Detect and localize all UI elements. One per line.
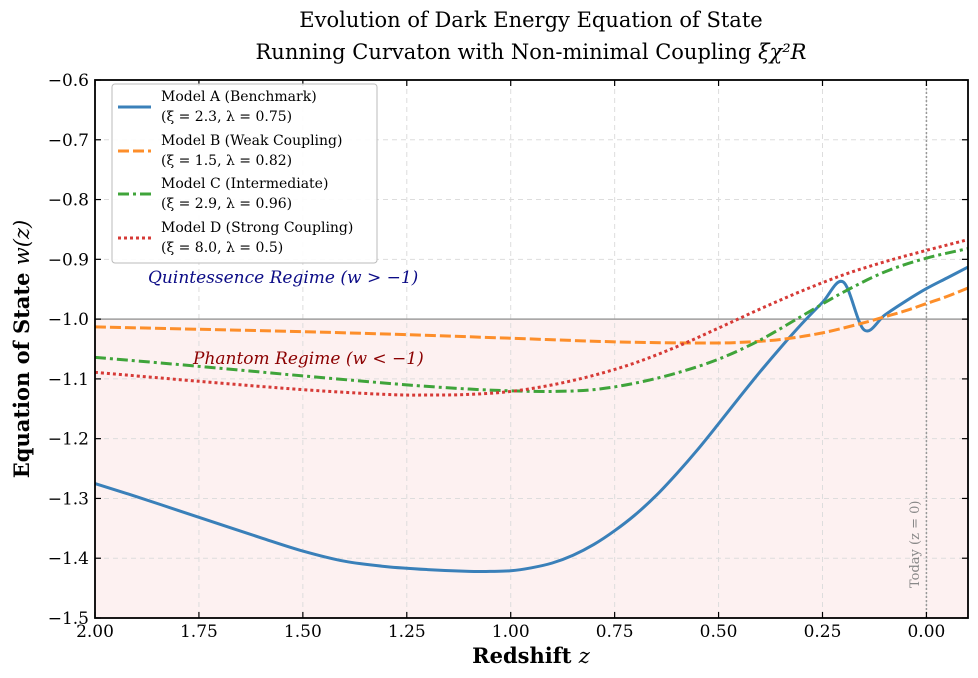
legend-params-model-a: (ξ = 2.3, λ = 0.75) bbox=[161, 109, 292, 125]
x-tick-label: 0.75 bbox=[596, 622, 634, 642]
reference-lines bbox=[95, 80, 968, 618]
y-axis-label: Equation of State w(z) bbox=[9, 220, 34, 478]
legend-params-model-d: (ξ = 8.0, λ = 0.5) bbox=[161, 240, 283, 256]
plot-frame bbox=[94, 79, 969, 619]
series-model-a bbox=[95, 265, 968, 574]
x-tick-label: 0.25 bbox=[804, 622, 842, 642]
series-model-c bbox=[95, 247, 968, 393]
x-tick-label: 1.00 bbox=[492, 622, 530, 642]
y-tick-label: −0.7 bbox=[48, 131, 89, 151]
axes: 2.00 1.75 1.50 1.25 1.00 0.75 0.50 0.25 0.00 −0.6… bbox=[48, 71, 969, 642]
y-tick-label: −1.3 bbox=[48, 489, 89, 509]
x-tick-label: 1.25 bbox=[388, 622, 426, 642]
legend-label-model-a: Model A (Benchmark) bbox=[161, 89, 317, 105]
chart-subtitle: Running Curvaton with Non-minimal Coupli… bbox=[256, 40, 807, 64]
phantom-annotation: Phantom Regime (w < −1) bbox=[192, 349, 424, 369]
y-tick-label: −1.4 bbox=[48, 549, 89, 569]
y-tick-label: −0.6 bbox=[48, 71, 89, 91]
x-tick-label: 1.50 bbox=[284, 622, 322, 642]
x-axis-label: Redshift z bbox=[472, 643, 591, 668]
series-model-b bbox=[95, 286, 968, 345]
legend-label-model-c: Model C (Intermediate) bbox=[161, 176, 328, 192]
y-tick-label: −1.5 bbox=[48, 609, 89, 629]
x-tick-label: 1.75 bbox=[180, 622, 218, 642]
today-annotation: Today (z = 0) bbox=[908, 501, 923, 588]
y-tick-label: −1.1 bbox=[48, 370, 89, 390]
quintessence-annotation: Quintessence Regime (w > −1) bbox=[148, 268, 418, 288]
y-tick-label: −1.0 bbox=[48, 310, 89, 330]
series-model-d bbox=[95, 238, 968, 397]
x-tick-label: 0.50 bbox=[700, 622, 738, 642]
y-tick-label: −0.9 bbox=[48, 250, 89, 270]
y-tick-label: −0.8 bbox=[48, 191, 89, 211]
legend-params-model-c: (ξ = 2.9, λ = 0.96) bbox=[161, 196, 292, 212]
series-lines bbox=[95, 238, 968, 574]
x-tick-label: 0.00 bbox=[907, 622, 945, 642]
y-tick-label: −1.2 bbox=[48, 430, 89, 450]
x-tick-label: 2.00 bbox=[76, 622, 114, 642]
legend-params-model-b: (ξ = 1.5, λ = 0.82) bbox=[161, 153, 292, 169]
legend-label-model-d: Model D (Strong Coupling) bbox=[161, 220, 353, 236]
legend-label-model-b: Model B (Weak Coupling) bbox=[161, 133, 342, 149]
legend-box bbox=[111, 83, 378, 264]
chart-title: Evolution of Dark Energy Equation of Sta… bbox=[299, 8, 762, 32]
legend: Model A (Benchmark) (ξ = 2.3, λ = 0.75) … bbox=[111, 83, 378, 264]
